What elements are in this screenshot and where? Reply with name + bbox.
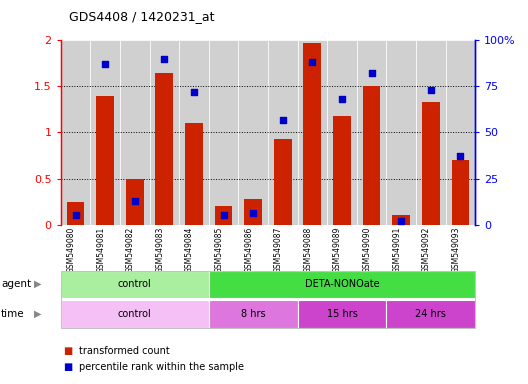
Text: GSM549087: GSM549087	[274, 227, 283, 273]
Text: GSM549080: GSM549080	[67, 227, 76, 273]
Point	[279, 116, 287, 122]
Point	[101, 61, 109, 67]
Text: 8 hrs: 8 hrs	[241, 309, 266, 319]
Text: ▶: ▶	[34, 309, 42, 319]
Text: 15 hrs: 15 hrs	[326, 309, 357, 319]
Bar	[298, 40, 327, 225]
Text: control: control	[118, 309, 152, 319]
Bar	[96, 96, 114, 225]
Text: ■: ■	[63, 362, 73, 372]
Bar	[209, 40, 238, 225]
Text: GSM549093: GSM549093	[451, 227, 460, 273]
Bar	[333, 116, 351, 225]
Text: GSM549088: GSM549088	[304, 227, 313, 273]
Text: GSM549089: GSM549089	[333, 227, 342, 273]
Bar	[451, 160, 469, 225]
Point	[456, 153, 465, 159]
Text: percentile rank within the sample: percentile rank within the sample	[79, 362, 244, 372]
Point	[338, 96, 346, 103]
Bar	[416, 40, 446, 225]
Text: GSM549082: GSM549082	[126, 227, 135, 273]
Bar	[363, 86, 381, 225]
Point	[249, 210, 257, 216]
Point	[308, 60, 317, 66]
Bar	[179, 40, 209, 225]
Text: DETA-NONOate: DETA-NONOate	[305, 279, 379, 289]
Point	[160, 56, 168, 62]
Text: ■: ■	[63, 346, 73, 356]
Bar	[327, 40, 357, 225]
Point	[130, 198, 139, 204]
Point	[397, 218, 406, 224]
Bar	[238, 40, 268, 225]
Text: transformed count: transformed count	[79, 346, 170, 356]
Bar	[392, 215, 410, 225]
Bar	[422, 102, 440, 225]
Bar	[274, 139, 291, 225]
Bar	[386, 40, 416, 225]
Point	[190, 89, 198, 95]
Text: control: control	[118, 279, 152, 289]
Point	[367, 70, 376, 76]
Point	[219, 212, 228, 218]
Text: ▶: ▶	[34, 279, 42, 289]
Text: GSM549085: GSM549085	[214, 227, 223, 273]
Bar	[304, 43, 321, 225]
Text: GDS4408 / 1420231_at: GDS4408 / 1420231_at	[69, 10, 214, 23]
Text: agent: agent	[1, 279, 31, 289]
Bar	[67, 202, 84, 225]
Text: GSM549081: GSM549081	[96, 227, 105, 273]
Point	[71, 212, 80, 218]
Text: GSM549086: GSM549086	[244, 227, 253, 273]
Bar	[90, 40, 120, 225]
Bar	[215, 206, 232, 225]
Text: 24 hrs: 24 hrs	[416, 309, 446, 319]
Bar	[244, 199, 262, 225]
Text: GSM549092: GSM549092	[422, 227, 431, 273]
Text: time: time	[1, 309, 25, 319]
Bar	[155, 73, 173, 225]
Bar	[357, 40, 386, 225]
Bar	[185, 123, 203, 225]
Point	[427, 87, 435, 93]
Bar	[446, 40, 475, 225]
Bar	[61, 40, 90, 225]
Text: GSM549084: GSM549084	[185, 227, 194, 273]
Bar	[149, 40, 179, 225]
Text: GSM549090: GSM549090	[363, 227, 372, 273]
Bar	[120, 40, 149, 225]
Bar	[268, 40, 298, 225]
Bar	[126, 179, 144, 225]
Text: GSM549091: GSM549091	[392, 227, 401, 273]
Text: GSM549083: GSM549083	[155, 227, 164, 273]
